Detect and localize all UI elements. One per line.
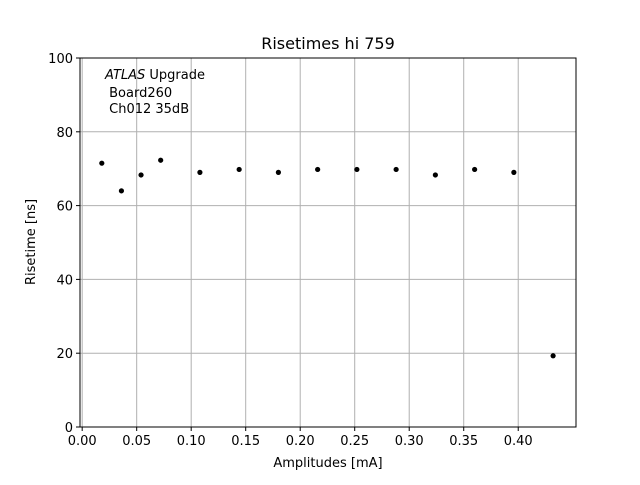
annotation-line-1: ATLAS Upgrade [104,68,205,83]
data-point [236,166,242,173]
data-point [511,169,517,175]
x-tick-label: 0.30 [395,434,424,449]
data-point [354,166,360,173]
x-tick-label: 0.25 [340,434,369,449]
annotation-line-2: Board260 [105,86,172,101]
y-tick-label: 20 [56,347,73,362]
annotation-line-3: Ch012 35dB [105,102,189,117]
data-point [118,188,125,194]
data-point [472,166,478,173]
y-axis-label: Risetime [ns] [24,199,39,285]
data-point [197,169,203,175]
data-point [432,172,438,178]
x-tick-label: 0.10 [177,434,206,449]
x-tick-label: 0.15 [231,434,260,449]
x-tick-label: 0.00 [68,434,97,449]
annotation-upgrade: Upgrade [145,68,205,83]
chart-title: Risetimes hi 759 [261,34,395,53]
data-points [99,157,556,359]
data-point [158,157,164,163]
x-tick-label: 0.35 [449,434,478,449]
x-tick-label: 0.05 [122,434,151,449]
data-point [550,353,556,359]
y-tick-label: 80 [56,126,73,141]
y-tick-label: 0 [65,421,73,436]
data-point [315,166,321,173]
data-point [393,166,399,173]
grid-lines [80,57,576,428]
annotation-atlas: ATLAS [104,68,145,83]
x-axis-label: Amplitudes [mA] [273,456,382,471]
y-tick-label: 60 [56,200,73,215]
data-point [275,169,281,175]
x-tick-label: 0.40 [504,434,533,449]
axis-ticks: 0.00 0.05 0.10 0.15 0.20 0.25 0.30 0.35 0.40 0 20 4… [48,52,533,449]
data-point [99,160,105,166]
x-tick-label: 0.20 [286,434,315,449]
data-point [138,172,144,178]
plot-area-frame [79,57,577,428]
y-tick-label: 40 [56,273,73,288]
y-tick-label: 100 [48,52,73,67]
